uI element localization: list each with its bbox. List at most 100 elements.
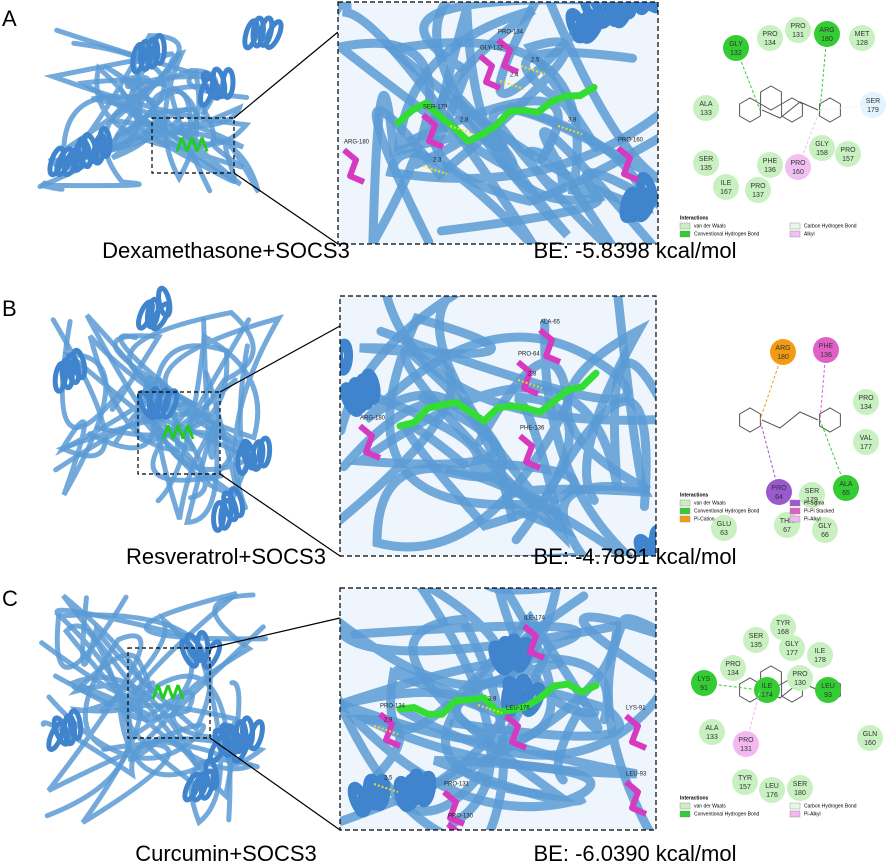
protein-helix (247, 719, 265, 752)
residue-disc (853, 429, 879, 455)
protein-helix (220, 67, 236, 101)
residue-stick (496, 37, 520, 75)
residue-stick (522, 623, 546, 661)
residue-number: 180 (777, 354, 789, 361)
residue-disc (757, 25, 783, 51)
residue-name: ILE (762, 683, 773, 690)
ligand-stick (578, 682, 600, 696)
legend-label: Conventional Hydrogen Bond (694, 811, 760, 817)
residue-name: LEU (821, 683, 835, 690)
distance-label: 2.4 (510, 73, 519, 79)
legend-title: Interactions (680, 795, 709, 801)
protein-helix (264, 19, 284, 51)
residue-name: LYS (698, 676, 711, 683)
zoom-box-large (339, 587, 657, 831)
protein-helix (47, 145, 66, 178)
legend-title: Interactions (680, 492, 709, 498)
residue-number: 131 (792, 32, 804, 39)
residue-stick (624, 779, 648, 817)
residue-name: GLY (729, 41, 743, 48)
residue-label: PRO-130 (448, 814, 474, 820)
hbond (477, 704, 503, 714)
residue-disc (693, 150, 719, 176)
residue-disc (770, 614, 796, 640)
distance-label: 2.5 (531, 58, 540, 64)
protein-helix (211, 499, 227, 533)
protein-helix (221, 490, 240, 523)
residue-name: PRO (840, 147, 856, 154)
residue-disc (853, 389, 879, 415)
residue-label: LEU-176 (506, 706, 530, 712)
zoom-line (219, 325, 341, 393)
residue-number: 179 (867, 107, 879, 114)
residue-number: 133 (700, 110, 712, 117)
residue-number: 91 (700, 685, 708, 692)
legend-swatch (789, 507, 801, 515)
protein-helix (201, 639, 223, 670)
ligand-stick (166, 424, 175, 440)
legend-label: Pi-Alkyl (804, 516, 821, 522)
protein-coil (62, 612, 254, 772)
residue-disc (732, 769, 758, 795)
protein-helix (340, 336, 345, 371)
protein-helix (70, 140, 87, 173)
residue-name: THR (780, 518, 794, 525)
residue-disc (785, 154, 811, 180)
ligand-stick (180, 136, 189, 153)
residue-disc (812, 517, 838, 543)
residue-disc (807, 642, 833, 668)
legend-swatch (789, 230, 801, 238)
residue-disc (770, 339, 796, 365)
residue-disc (745, 177, 771, 203)
ligand-stick (186, 424, 195, 440)
protein-coil (340, 296, 653, 539)
protein-helix (633, 2, 655, 16)
residue-number: 157 (739, 784, 751, 791)
protein-helix (182, 771, 203, 803)
protein-coil (52, 591, 269, 723)
binding-energy: BE: -6.0390 kcal/mol (534, 841, 737, 866)
residue-label: ALA-65 (540, 320, 561, 326)
protein-helix (97, 125, 113, 159)
residue-disc (720, 655, 746, 681)
ligand-stick (176, 424, 185, 440)
residue-disc (833, 475, 859, 501)
residue-label: LYS-91 (626, 706, 646, 712)
residue-number: 176 (766, 792, 778, 799)
residue-disc (691, 670, 717, 696)
residue-number: 93 (824, 692, 832, 699)
residue-disc (787, 775, 813, 801)
residue-number: 137 (752, 192, 764, 199)
zoom-box-small (137, 391, 221, 475)
hbond (520, 65, 546, 75)
hbond (449, 125, 475, 135)
protein-coil (344, 714, 596, 812)
residue-name: ARG (819, 27, 834, 34)
legend-label: Conventional Hydrogen Bond (694, 231, 760, 237)
residue-name: PRO (771, 485, 787, 492)
interaction-line (819, 104, 874, 111)
residue-number: 168 (777, 629, 789, 636)
caption: Dexamethasone+SOCS3 (102, 238, 350, 263)
protein-helix (151, 32, 167, 66)
residue-number: 177 (786, 650, 798, 657)
residue-number: 134 (764, 40, 776, 47)
zoom-box-small (127, 647, 211, 739)
protein-helix (649, 524, 656, 556)
residue-disc (815, 677, 841, 703)
residue-name: GLY (785, 641, 799, 648)
residue-disc (809, 135, 835, 161)
residue-stick (616, 145, 640, 183)
residue-name: PRO (790, 23, 806, 30)
residue-stick (504, 713, 528, 751)
residue-label: PHE-136 (520, 426, 545, 432)
residue-name: PRO (792, 671, 808, 678)
residue-number: 179 (806, 497, 818, 504)
protein-helix (64, 352, 82, 386)
residue-name: PHE (763, 158, 778, 165)
protein-helix (203, 758, 220, 791)
residue-number: 157 (842, 156, 854, 163)
residue-stick (358, 423, 382, 461)
ligand-stick (156, 684, 165, 700)
